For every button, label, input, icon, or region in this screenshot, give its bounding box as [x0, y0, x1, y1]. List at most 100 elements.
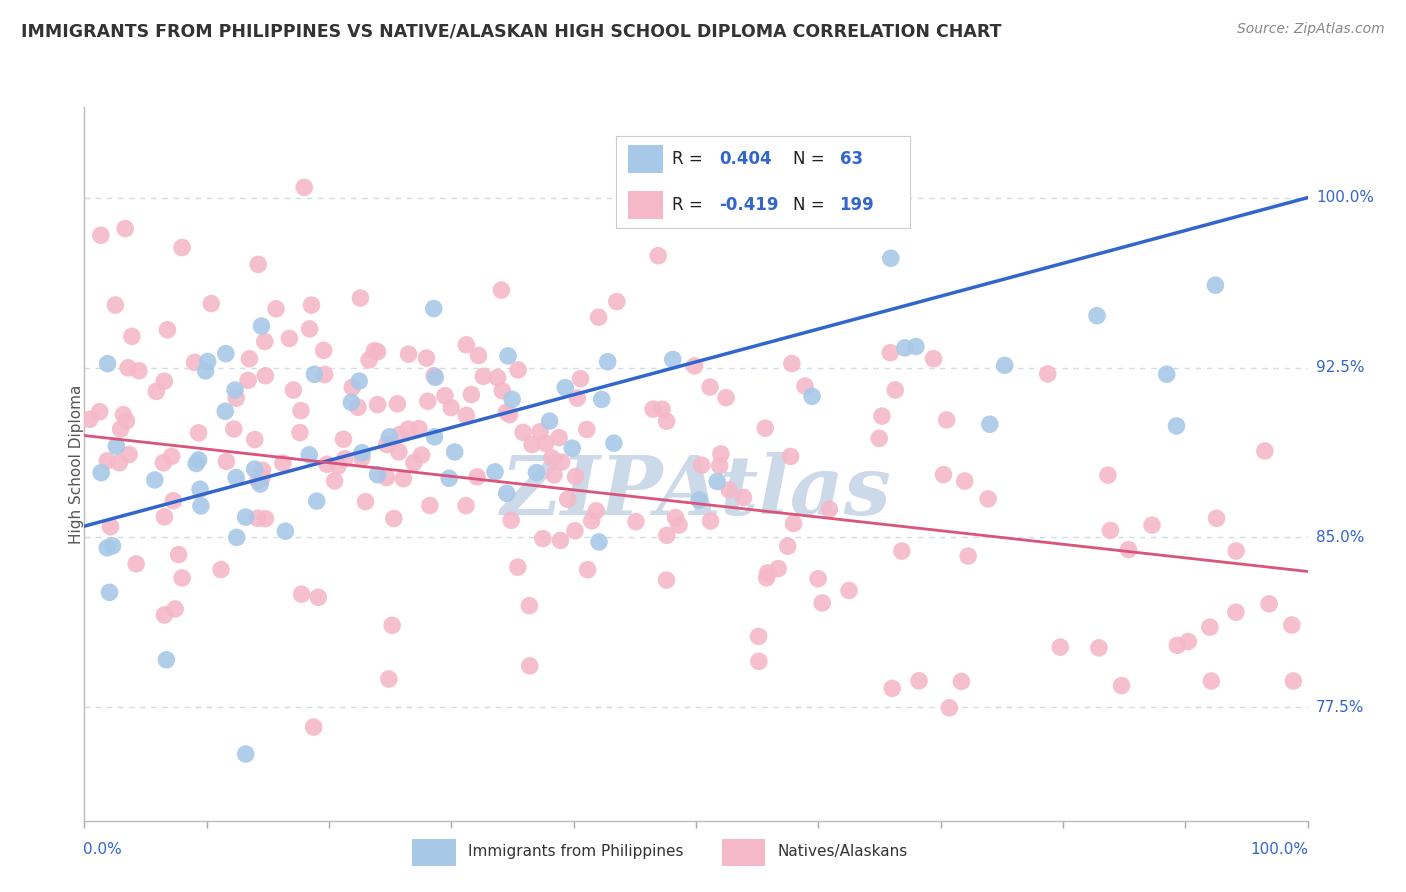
- Point: [932, 467, 955, 482]
- Point: [1281, 618, 1303, 632]
- Point: [225, 530, 247, 544]
- Point: [222, 422, 245, 436]
- Point: [596, 355, 619, 369]
- Point: [1111, 679, 1133, 693]
- Point: [115, 414, 138, 428]
- Point: [254, 368, 277, 383]
- Point: [354, 494, 377, 508]
- Point: [367, 398, 389, 412]
- Point: [1140, 518, 1163, 533]
- Point: [794, 379, 817, 393]
- Point: [298, 448, 321, 462]
- Point: [922, 351, 945, 366]
- Point: [172, 571, 194, 585]
- Point: [557, 492, 579, 507]
- Point: [411, 448, 433, 462]
- Point: [347, 401, 370, 415]
- Text: 0.0%: 0.0%: [83, 842, 122, 857]
- Point: [117, 360, 139, 375]
- Point: [801, 389, 824, 403]
- Point: [381, 618, 404, 632]
- Point: [538, 414, 561, 428]
- Point: [1225, 605, 1247, 619]
- Point: [89, 405, 111, 419]
- Point: [491, 384, 513, 398]
- Point: [128, 364, 150, 378]
- Point: [506, 560, 529, 574]
- Point: [1156, 368, 1178, 382]
- Point: [143, 473, 166, 487]
- Point: [225, 391, 247, 405]
- Point: [155, 653, 177, 667]
- Point: [1177, 634, 1199, 648]
- Point: [236, 373, 259, 387]
- Point: [1166, 419, 1188, 434]
- Point: [1088, 640, 1111, 655]
- Point: [1258, 597, 1281, 611]
- Point: [606, 294, 628, 309]
- Point: [121, 329, 143, 343]
- Point: [443, 445, 465, 459]
- Point: [994, 359, 1017, 373]
- Point: [748, 654, 770, 668]
- Point: [655, 573, 678, 587]
- Point: [880, 252, 903, 266]
- Point: [186, 457, 208, 471]
- Point: [1199, 620, 1222, 634]
- Point: [96, 541, 118, 555]
- Point: [215, 454, 238, 468]
- Point: [526, 466, 548, 480]
- Point: [1166, 638, 1188, 652]
- Point: [710, 447, 733, 461]
- Point: [378, 430, 401, 444]
- Point: [382, 511, 405, 525]
- Point: [190, 499, 212, 513]
- Point: [977, 491, 1000, 506]
- Point: [603, 436, 626, 450]
- Point: [486, 370, 509, 384]
- Point: [415, 351, 437, 365]
- Point: [484, 465, 506, 479]
- Point: [402, 456, 425, 470]
- Point: [350, 446, 373, 460]
- Point: [651, 402, 673, 417]
- Point: [870, 409, 893, 424]
- Text: R =: R =: [672, 150, 709, 168]
- Point: [688, 493, 710, 508]
- Point: [125, 557, 148, 571]
- Point: [456, 409, 478, 423]
- Point: [776, 539, 799, 553]
- Text: ZIPAtlas: ZIPAtlas: [501, 452, 891, 533]
- Point: [243, 433, 266, 447]
- Point: [585, 504, 607, 518]
- Point: [271, 456, 294, 470]
- Point: [807, 572, 830, 586]
- Point: [156, 323, 179, 337]
- Point: [342, 380, 364, 394]
- Point: [290, 587, 312, 601]
- Point: [298, 322, 321, 336]
- Text: Natives/Alaskans: Natives/Alaskans: [778, 845, 907, 859]
- Point: [278, 331, 301, 345]
- Point: [238, 351, 260, 366]
- Point: [188, 483, 211, 497]
- Point: [782, 516, 804, 531]
- Point: [506, 363, 529, 377]
- Point: [246, 511, 269, 525]
- Point: [818, 502, 841, 516]
- Text: 0.404: 0.404: [720, 150, 772, 168]
- Point: [96, 357, 118, 371]
- Point: [357, 353, 380, 368]
- Point: [699, 380, 721, 394]
- Point: [375, 470, 398, 484]
- Point: [647, 249, 669, 263]
- Point: [1118, 542, 1140, 557]
- Point: [90, 228, 112, 243]
- Point: [882, 681, 904, 696]
- Point: [531, 532, 554, 546]
- Point: [655, 528, 678, 542]
- Point: [425, 370, 447, 384]
- Point: [307, 591, 329, 605]
- Point: [367, 344, 389, 359]
- Point: [398, 347, 420, 361]
